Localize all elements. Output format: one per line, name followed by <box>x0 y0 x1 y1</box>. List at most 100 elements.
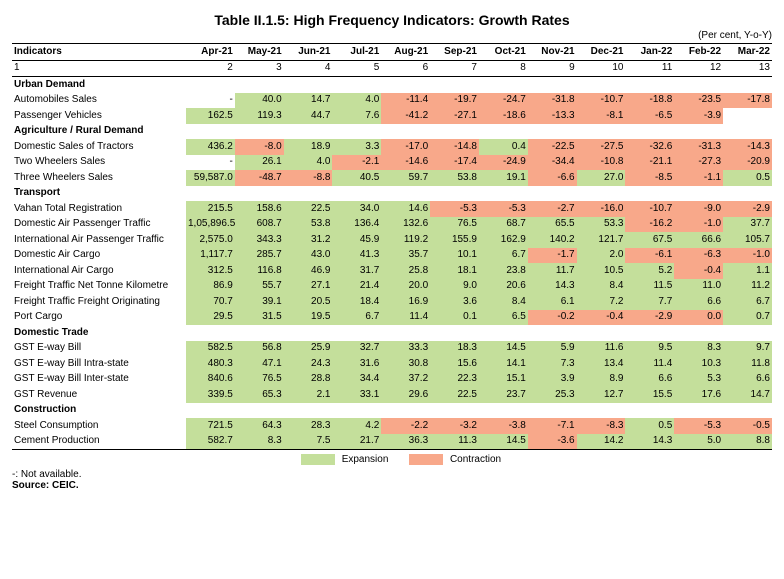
data-cell: 53.8 <box>284 217 333 233</box>
table-row: Port Cargo29.531.519.56.711.40.16.5-0.2-… <box>12 310 772 326</box>
data-cell: 36.3 <box>381 434 430 450</box>
data-cell: -3.8 <box>479 418 528 434</box>
data-cell: -0.4 <box>674 263 723 279</box>
colnum: 8 <box>479 60 528 77</box>
section-label: Construction <box>12 403 772 419</box>
data-cell: 86.9 <box>186 279 235 295</box>
data-cell: 11.7 <box>528 263 577 279</box>
data-cell: 132.6 <box>381 217 430 233</box>
data-cell: -13.3 <box>528 108 577 124</box>
data-cell: 55.7 <box>235 279 284 295</box>
data-cell: 30.8 <box>381 356 430 372</box>
data-cell: -2.9 <box>625 310 674 326</box>
contraction-label: Contraction <box>450 454 501 465</box>
data-cell: 5.3 <box>674 372 723 388</box>
colnum: 1 <box>12 60 186 77</box>
data-cell: 105.7 <box>723 232 772 248</box>
data-cell: 339.5 <box>186 387 235 403</box>
data-cell: 26.1 <box>235 155 284 171</box>
data-cell: 116.8 <box>235 263 284 279</box>
data-cell: 21.7 <box>332 434 381 450</box>
data-cell: 14.5 <box>479 341 528 357</box>
data-cell: 2,575.0 <box>186 232 235 248</box>
data-cell: -2.7 <box>528 201 577 217</box>
data-cell: 6.7 <box>723 294 772 310</box>
section-label: Urban Demand <box>12 77 772 93</box>
data-cell: -0.5 <box>723 418 772 434</box>
data-cell: 7.7 <box>625 294 674 310</box>
data-cell: 11.0 <box>674 279 723 295</box>
data-cell: 32.7 <box>332 341 381 357</box>
row-label: Freight Traffic Freight Originating <box>12 294 186 310</box>
data-cell: -5.3 <box>430 201 479 217</box>
row-label: International Air Passenger Traffic <box>12 232 186 248</box>
data-cell: -6.1 <box>625 248 674 264</box>
table-row: Domestic Air Passenger Traffic1,05,896.5… <box>12 217 772 233</box>
month-header: Feb-22 <box>674 44 723 61</box>
data-cell: 6.6 <box>723 372 772 388</box>
section-label: Agriculture / Rural Demand <box>12 124 772 140</box>
row-label: Steel Consumption <box>12 418 186 434</box>
data-cell: -19.7 <box>430 93 479 109</box>
data-cell: -9.0 <box>674 201 723 217</box>
data-cell: 7.5 <box>284 434 333 450</box>
data-cell: -27.5 <box>577 139 626 155</box>
data-cell: 136.4 <box>332 217 381 233</box>
data-cell: -48.7 <box>235 170 284 186</box>
data-cell: -5.3 <box>479 201 528 217</box>
data-cell: 56.8 <box>235 341 284 357</box>
data-cell: 17.6 <box>674 387 723 403</box>
data-cell: 121.7 <box>577 232 626 248</box>
data-cell: -27.1 <box>430 108 479 124</box>
data-cell: -3.6 <box>528 434 577 450</box>
data-cell: 14.3 <box>625 434 674 450</box>
table-body: Urban DemandAutomobiles Sales-40.014.74.… <box>12 77 772 450</box>
row-label: Two Wheelers Sales <box>12 155 186 171</box>
data-cell: 31.6 <box>332 356 381 372</box>
table-row: Three Wheelers Sales59,587.0-48.7-8.840.… <box>12 170 772 186</box>
table-row: Domestic Sales of Tractors436.2-8.018.93… <box>12 139 772 155</box>
data-cell: 19.1 <box>479 170 528 186</box>
data-cell: 7.2 <box>577 294 626 310</box>
data-cell: -41.2 <box>381 108 430 124</box>
data-cell: 0.1 <box>430 310 479 326</box>
row-label: Freight Traffic Net Tonne Kilometre <box>12 279 186 295</box>
data-cell: 24.3 <box>284 356 333 372</box>
data-cell: 10.3 <box>674 356 723 372</box>
section-row: Urban Demand <box>12 77 772 93</box>
data-cell: -10.7 <box>625 201 674 217</box>
row-label: GST E-way Bill <box>12 341 186 357</box>
expansion-swatch <box>301 454 335 465</box>
data-cell: 3.3 <box>332 139 381 155</box>
section-row: Agriculture / Rural Demand <box>12 124 772 140</box>
month-header: Oct-21 <box>479 44 528 61</box>
data-cell: 45.9 <box>332 232 381 248</box>
colnum: 3 <box>235 60 284 77</box>
data-cell: -1.7 <box>528 248 577 264</box>
data-cell: 14.2 <box>577 434 626 450</box>
data-cell: -5.3 <box>674 418 723 434</box>
section-row: Domestic Trade <box>12 325 772 341</box>
data-cell <box>723 108 772 124</box>
expansion-label: Expansion <box>342 454 389 465</box>
month-header: May-21 <box>235 44 284 61</box>
data-cell: 25.3 <box>528 387 577 403</box>
data-cell: 608.7 <box>235 217 284 233</box>
data-cell: 14.3 <box>528 279 577 295</box>
data-cell: 436.2 <box>186 139 235 155</box>
data-cell: 0.5 <box>723 170 772 186</box>
data-cell: -8.1 <box>577 108 626 124</box>
data-cell: 11.6 <box>577 341 626 357</box>
colnum: 9 <box>528 60 577 77</box>
data-cell: 6.6 <box>625 372 674 388</box>
section-label: Domestic Trade <box>12 325 772 341</box>
table-row: Steel Consumption721.564.328.34.2-2.2-3.… <box>12 418 772 434</box>
month-header: Nov-21 <box>528 44 577 61</box>
row-label: Domestic Air Passenger Traffic <box>12 217 186 233</box>
data-cell: 1,117.7 <box>186 248 235 264</box>
row-label: Domestic Air Cargo <box>12 248 186 264</box>
data-cell: 8.8 <box>723 434 772 450</box>
data-cell: -6.6 <box>528 170 577 186</box>
colnum: 13 <box>723 60 772 77</box>
data-cell: 40.0 <box>235 93 284 109</box>
